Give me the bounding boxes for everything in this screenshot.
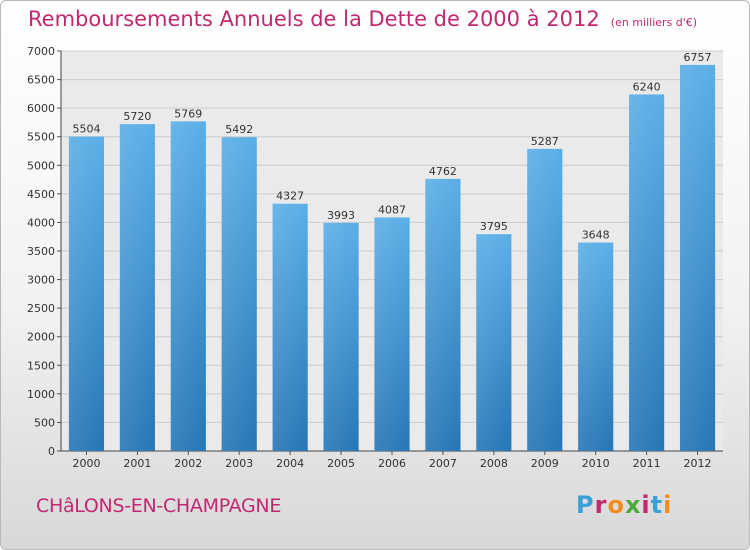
bar-value-label: 5720 (123, 110, 151, 123)
logo-letter: P (576, 491, 595, 519)
y-tick-label: 7000 (27, 45, 55, 58)
bar-value-label: 5769 (174, 107, 202, 120)
chart-title: Remboursements Annuels de la Dette de 20… (28, 7, 600, 31)
y-tick-label: 4500 (27, 188, 55, 201)
bar-highlight (629, 94, 665, 451)
bar-value-label: 3648 (582, 229, 610, 242)
bar-value-label: 3795 (480, 220, 508, 233)
logo-letter: i (641, 491, 651, 519)
bar-value-label: 6240 (633, 80, 661, 93)
bar-highlight (68, 136, 105, 451)
y-tick-label: 2000 (27, 331, 55, 344)
x-tick-label: 2004 (276, 457, 304, 470)
y-tick-label: 5500 (27, 131, 55, 144)
x-tick-label: 2007 (429, 457, 457, 470)
x-tick-label: 2011 (633, 457, 661, 470)
bar-value-label: 4087 (378, 203, 406, 216)
logo-letter: o (607, 491, 625, 519)
bar-highlight (221, 137, 257, 451)
y-tick-label: 3500 (27, 245, 55, 258)
y-tick-label: 500 (34, 416, 55, 429)
y-tick-label: 1000 (27, 388, 55, 401)
x-tick-label: 2008 (480, 457, 508, 470)
bar-highlight (119, 124, 155, 452)
x-tick-label: 2010 (582, 457, 610, 470)
bar-value-label: 6757 (684, 51, 712, 64)
bar-value-label: 3993 (327, 209, 355, 222)
x-tick-label: 2000 (72, 457, 100, 470)
bar-highlight (374, 217, 410, 451)
bar-highlight (578, 242, 614, 451)
bar-value-label: 5492 (225, 123, 253, 136)
logo-letter: r (594, 491, 608, 519)
y-tick-label: 6000 (27, 102, 55, 115)
logo-letter: t (650, 491, 664, 519)
x-tick-label: 2009 (531, 457, 559, 470)
logo-letter: x (624, 491, 642, 519)
x-tick-label: 2012 (684, 457, 712, 470)
x-tick-label: 2001 (123, 457, 151, 470)
chart-subtitle: (en milliers d'€) (610, 16, 698, 29)
y-tick-label: 0 (48, 445, 55, 458)
bar-highlight (425, 178, 461, 451)
bar-highlight (527, 148, 563, 451)
x-tick-label: 2003 (225, 457, 253, 470)
y-tick-label: 2500 (27, 302, 55, 315)
bar-value-label: 4762 (429, 165, 457, 178)
bar-highlight (679, 64, 716, 451)
y-tick-label: 3000 (27, 274, 55, 287)
bar-value-label: 5287 (531, 135, 559, 148)
bar-highlight (272, 203, 308, 451)
bar-highlight (170, 121, 206, 451)
logo-letter: i (663, 491, 673, 519)
bar-value-label: 5504 (72, 122, 100, 135)
x-tick-label: 2005 (327, 457, 355, 470)
y-tick-label: 6500 (27, 74, 55, 87)
y-tick-label: 4000 (27, 216, 55, 229)
y-tick-label: 5000 (27, 159, 55, 172)
bar-highlight (476, 234, 512, 451)
bar-value-label: 4327 (276, 190, 304, 203)
x-tick-label: 2006 (378, 457, 406, 470)
chart-header: Remboursements Annuels de la Dette de 20… (28, 7, 697, 31)
bar-highlight (323, 222, 359, 451)
x-tick-label: 2002 (174, 457, 202, 470)
city-name: CHâLONS-EN-CHAMPAGNE (36, 495, 282, 517)
proxiti-logo: Proxiti (576, 491, 672, 519)
y-tick-label: 1500 (27, 359, 55, 372)
